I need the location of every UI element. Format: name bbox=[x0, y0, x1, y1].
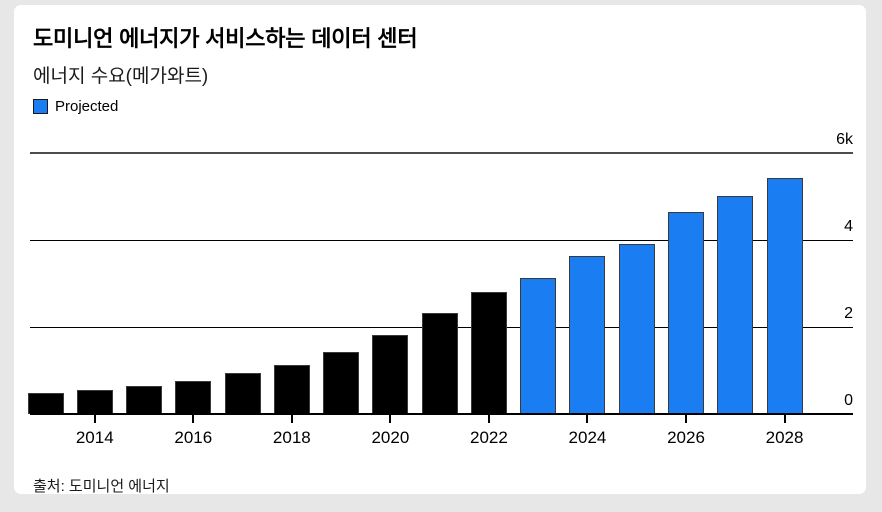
x-axis-tick-2020 bbox=[389, 415, 392, 423]
bar-2020 bbox=[372, 334, 409, 414]
bar-2019 bbox=[323, 351, 360, 414]
x-axis-line bbox=[30, 413, 853, 415]
x-axis-tick-2018 bbox=[290, 415, 293, 423]
source-note: 출처: 도미니언 에너지 bbox=[33, 478, 170, 495]
y-axis-label-6k: 6k bbox=[836, 130, 853, 148]
bar-2026 bbox=[668, 212, 704, 414]
chart-subtitle: 에너지 수요(메가와트) bbox=[33, 66, 209, 87]
bar-2022 bbox=[470, 292, 507, 414]
x-axis-label-2014: 2014 bbox=[75, 428, 114, 447]
x-axis-tick-2022 bbox=[487, 415, 490, 423]
bar-2025 bbox=[618, 244, 655, 414]
x-axis-tick-2028 bbox=[783, 415, 786, 423]
bar-2027 bbox=[717, 195, 754, 414]
x-axis-tick-2014 bbox=[93, 415, 96, 423]
y-axis-label-4: 4 bbox=[844, 217, 853, 235]
bar-2018 bbox=[273, 364, 310, 414]
x-axis-label-2026: 2026 bbox=[667, 428, 705, 447]
chart-title: 도미니언 에너지가 서비스하는 데이터 센터 bbox=[33, 26, 418, 51]
bar-2021 bbox=[421, 312, 458, 414]
legend-label: Projected bbox=[55, 98, 119, 115]
bar-2016 bbox=[175, 380, 212, 414]
x-axis-label-2022: 2022 bbox=[470, 428, 508, 447]
bar-2024 bbox=[569, 255, 606, 414]
legend: Projected bbox=[33, 98, 118, 115]
bar-2017 bbox=[224, 373, 261, 414]
x-axis-label-2028: 2028 bbox=[765, 428, 804, 447]
x-axis-tick-2024 bbox=[586, 415, 589, 423]
x-axis-label-2024: 2024 bbox=[568, 428, 607, 447]
chart-card: 도미니언 에너지가 서비스하는 데이터 센터 에너지 수요(메가와트) Proj… bbox=[14, 5, 866, 495]
plot-area: 0 2 4 6k 2014 2016 2018 2020 2022 2024 2026 2028 bbox=[14, 5, 866, 494]
x-axis-tick-2026 bbox=[685, 415, 687, 423]
bar-2015 bbox=[126, 385, 163, 414]
bar-2014 bbox=[76, 390, 113, 414]
bar-2028 bbox=[766, 177, 803, 414]
x-axis-tick-2016 bbox=[192, 415, 195, 423]
bar-2013 bbox=[27, 392, 64, 414]
bar-2023 bbox=[520, 278, 557, 414]
gridline-6k bbox=[30, 151, 853, 154]
y-axis-label-2: 2 bbox=[844, 304, 853, 322]
x-axis-label-2018: 2018 bbox=[272, 428, 311, 447]
y-axis-label-0: 0 bbox=[844, 392, 853, 409]
x-axis-label-2016: 2016 bbox=[174, 428, 213, 447]
projected-swatch-icon bbox=[33, 99, 48, 114]
gridline-4 bbox=[30, 239, 853, 241]
x-axis-label-2020: 2020 bbox=[371, 428, 410, 447]
